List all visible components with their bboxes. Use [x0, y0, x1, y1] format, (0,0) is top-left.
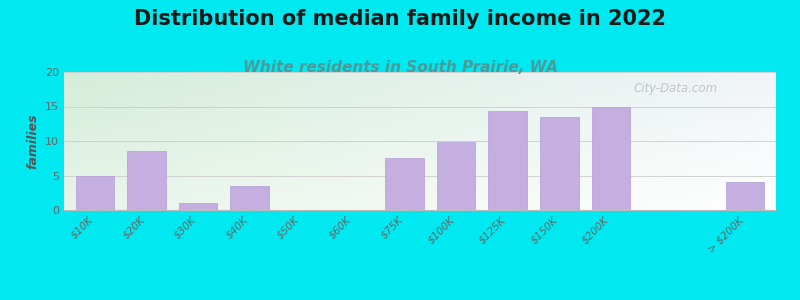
Bar [488, 111, 527, 210]
Bar [591, 106, 630, 210]
Bar [726, 182, 764, 210]
Text: Distribution of median family income in 2022: Distribution of median family income in … [134, 9, 666, 29]
Bar [437, 142, 475, 210]
Bar [127, 151, 166, 210]
Text: City-Data.com: City-Data.com [634, 82, 718, 95]
Y-axis label: families: families [26, 113, 39, 169]
Bar [385, 158, 424, 210]
Text: White residents in South Prairie, WA: White residents in South Prairie, WA [242, 60, 558, 75]
Bar [76, 176, 114, 210]
Bar [230, 186, 269, 210]
Bar [540, 117, 578, 210]
Bar [178, 203, 218, 210]
